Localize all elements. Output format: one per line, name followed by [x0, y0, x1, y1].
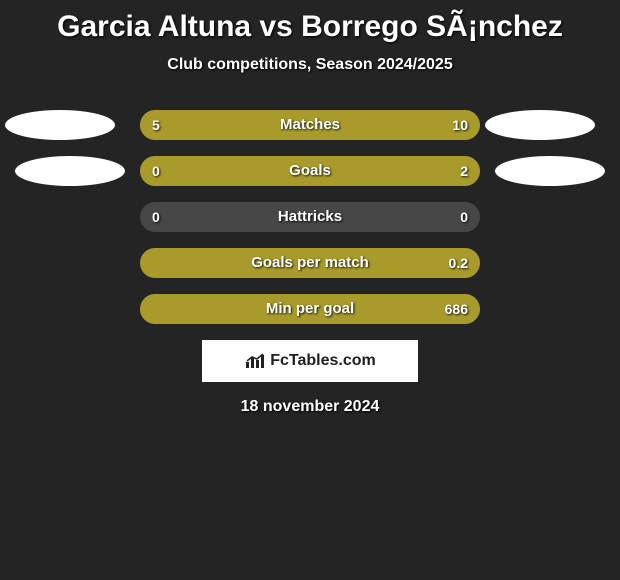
page-subtitle: Club competitions, Season 2024/2025 [0, 56, 620, 74]
player-left-marker [5, 110, 115, 140]
comparison-card: Garcia Altuna vs Borrego SÃ¡nchez Club c… [0, 0, 620, 580]
chart-row: 02Goals [0, 156, 620, 186]
player-left-marker [15, 156, 125, 186]
metric-label: Min per goal [140, 294, 480, 324]
line-chart-icon [244, 352, 266, 370]
chart-row: 686Min per goal [0, 294, 620, 324]
chart-row: 0.2Goals per match [0, 248, 620, 278]
player-right-marker [485, 110, 595, 140]
attribution-box: FcTables.com [202, 340, 418, 382]
attribution-content: FcTables.com [244, 352, 376, 370]
page-title: Garcia Altuna vs Borrego SÃ¡nchez [0, 0, 620, 44]
attribution-text: FcTables.com [270, 352, 376, 370]
metric-label: Goals [140, 156, 480, 186]
chart-row: 510Matches [0, 110, 620, 140]
comparison-chart: 510Matches 02Goals 00Hattricks 0.2Goals per… [0, 110, 620, 324]
footer-date: 18 november 2024 [0, 398, 620, 416]
player-right-marker [495, 156, 605, 186]
metric-label: Hattricks [140, 202, 480, 232]
metric-label: Matches [140, 110, 480, 140]
metric-label: Goals per match [140, 248, 480, 278]
chart-row: 00Hattricks [0, 202, 620, 232]
